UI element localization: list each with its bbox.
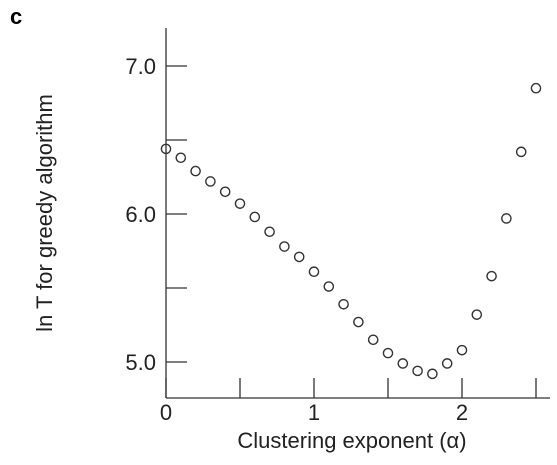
data-point <box>249 211 261 223</box>
panel-label: c <box>10 4 22 29</box>
y-axis-label: ln T for greedy algorithm <box>32 94 57 332</box>
ticks <box>165 65 537 398</box>
data-point <box>205 176 216 187</box>
x-axis-label: Clustering exponent (α) <box>237 428 466 453</box>
data-point <box>501 213 512 224</box>
data-point <box>515 146 527 158</box>
tick-labels: 5.0 6.0 7.0 0 1 2 <box>125 54 468 425</box>
y-tick-label-5.0: 5.0 <box>125 350 156 375</box>
data-point <box>456 344 468 356</box>
data-point <box>427 368 438 380</box>
data-point <box>471 309 483 320</box>
data-point <box>279 241 290 252</box>
data-point <box>219 186 231 198</box>
data-point <box>234 198 246 209</box>
x-tick-label-0: 0 <box>160 400 172 425</box>
data-point <box>308 266 320 278</box>
data-point <box>353 316 364 328</box>
data-point <box>160 143 172 155</box>
data-point <box>367 334 379 346</box>
data-points <box>160 82 542 380</box>
data-point <box>382 347 394 359</box>
data-point <box>530 82 542 94</box>
x-tick-label-2: 2 <box>456 400 468 425</box>
data-point <box>190 165 201 177</box>
data-point <box>323 281 335 292</box>
data-point <box>412 365 423 377</box>
data-point <box>175 152 187 164</box>
data-point <box>338 298 349 310</box>
data-point <box>486 270 497 282</box>
x-tick-label-1: 1 <box>308 400 320 425</box>
data-point <box>293 251 305 263</box>
y-tick-label-6.0: 6.0 <box>125 202 156 227</box>
data-point <box>441 358 453 369</box>
data-point <box>397 358 409 369</box>
axes <box>165 28 550 399</box>
y-tick-label-7.0: 7.0 <box>125 54 156 79</box>
data-point <box>264 226 275 238</box>
